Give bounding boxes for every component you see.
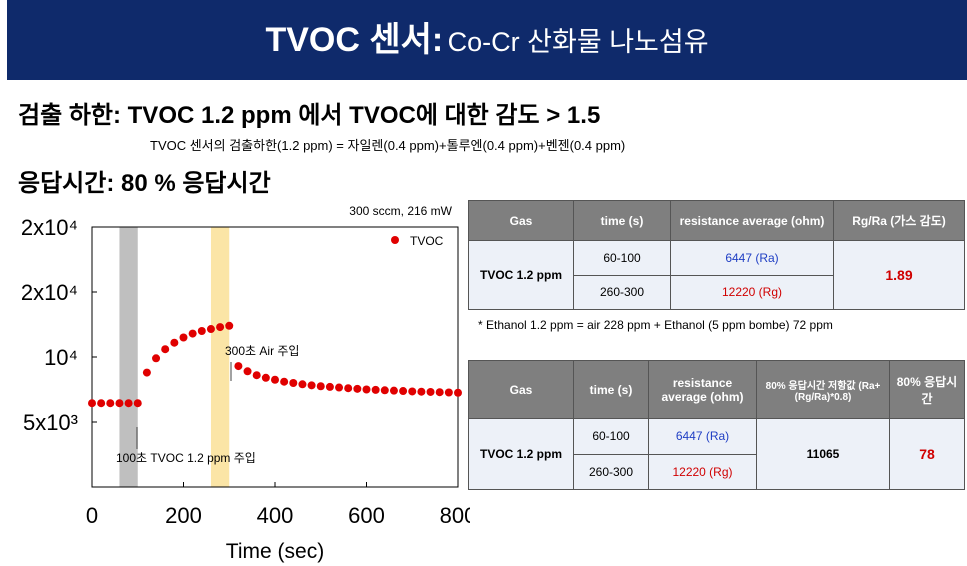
condition: 300 sccm, 216 mW — [349, 204, 452, 218]
annotation: 100초 TVOC 1.2 ppm 주입 — [116, 451, 256, 465]
x-tick-label: 200 — [165, 503, 202, 528]
y-tick-label: 10⁴ — [44, 345, 78, 370]
point — [152, 354, 161, 363]
x-tick-label: 0 — [86, 503, 98, 528]
point — [252, 371, 261, 380]
point — [444, 388, 453, 397]
point — [325, 382, 334, 391]
point — [353, 384, 362, 393]
point — [389, 386, 398, 395]
cell: 78 — [889, 418, 965, 490]
cell: 260-300 — [573, 453, 649, 490]
cell: 60-100 — [573, 240, 671, 276]
y-tick-label: 2x10⁴ — [21, 280, 78, 305]
point — [225, 321, 234, 330]
x-tick-label: 600 — [348, 503, 385, 528]
point — [408, 387, 417, 396]
th: resistance average (ohm) — [648, 360, 757, 419]
point — [261, 373, 270, 382]
x-axis-label: Time (sec) — [226, 540, 324, 563]
point — [234, 362, 243, 371]
chart: 5x10³ 10⁴ 2x10⁴ 2x10⁴ 0 200 400 600 800 Time (sec… — [21, 204, 470, 563]
cell: 60-100 — [573, 418, 649, 455]
cell: TVOC 1.2 ppm — [468, 418, 574, 490]
point — [206, 325, 215, 334]
annotation: 300초 Air 주입 — [225, 344, 299, 358]
th: time (s) — [573, 200, 671, 241]
point — [316, 382, 325, 391]
band — [119, 227, 138, 487]
point — [179, 333, 188, 342]
legend-marker — [391, 236, 399, 244]
th: 80% 응답시간 저항값 (Ra+(Rg/Ra)*0.8) — [756, 360, 890, 419]
note: TVOC 센서의 검출하한(1.2 ppm) = 자일렌(0.4 ppm)+톨루… — [150, 138, 626, 153]
point — [280, 377, 289, 386]
cell: 6447 (Ra) — [648, 418, 757, 455]
th: Gas — [468, 360, 574, 419]
point — [344, 384, 353, 393]
th: Gas — [468, 200, 574, 241]
point — [106, 399, 115, 408]
point — [454, 388, 462, 397]
point — [435, 388, 444, 397]
point — [161, 345, 170, 354]
point — [417, 387, 426, 396]
point — [124, 399, 133, 408]
subtitle: Co-Cr 산화물 나노섬유 — [447, 27, 709, 57]
point — [399, 387, 408, 396]
cell: 1.89 — [833, 240, 965, 310]
band — [210, 227, 230, 487]
point — [133, 399, 142, 408]
point — [307, 381, 316, 390]
point — [115, 399, 124, 408]
point — [88, 399, 96, 408]
point — [188, 329, 197, 338]
title: TVOC 센서: — [265, 21, 444, 59]
point — [335, 383, 344, 392]
table: Gas time (s) resistance average (ohm) Rg/Ra… — [468, 200, 965, 310]
point — [197, 327, 206, 335]
point — [142, 368, 151, 377]
cell: 12220 (Rg) — [670, 274, 834, 310]
legend-label: TVOC — [410, 234, 444, 248]
cell: TVOC 1.2 ppm — [468, 240, 574, 310]
table: Gas time (s) resistance average (ohm) 80% 응… — [468, 360, 965, 490]
point — [298, 380, 307, 389]
point — [170, 338, 179, 347]
headline: 검출 하한: TVOC 1.2 ppm 에서 TVOC에 대한 감도 > 1.5 — [18, 102, 601, 129]
cell: 12220 (Rg) — [648, 453, 757, 490]
point — [371, 385, 380, 394]
cell: 260-300 — [573, 274, 671, 310]
point — [271, 375, 279, 384]
headline: 응답시간: 80 % 응답시간 — [18, 170, 271, 197]
cell: 6447 (Ra) — [670, 240, 834, 276]
point — [426, 387, 435, 396]
y-tick-label: 2x10⁴ — [21, 215, 78, 240]
th: time (s) — [573, 360, 649, 419]
point — [216, 323, 225, 332]
header: TVOC 센서: Co-Cr 산화물 나노섬유 — [7, 0, 967, 80]
point — [97, 399, 106, 408]
th: 80% 응답시간 — [889, 360, 965, 419]
th: resistance average (ohm) — [670, 200, 834, 241]
point — [289, 379, 298, 387]
x-tick-label: 400 — [257, 503, 294, 528]
point — [380, 386, 389, 395]
y-tick-label: 5x10³ — [23, 410, 78, 435]
cell: 11065 — [756, 418, 890, 490]
x-tick-label: 800 — [440, 503, 470, 528]
note: * Ethanol 1.2 ppm = air 228 ppm + Ethano… — [478, 318, 833, 332]
point — [243, 367, 252, 376]
th: Rg/Ra (가스 감도) — [833, 200, 965, 241]
point — [362, 385, 371, 394]
